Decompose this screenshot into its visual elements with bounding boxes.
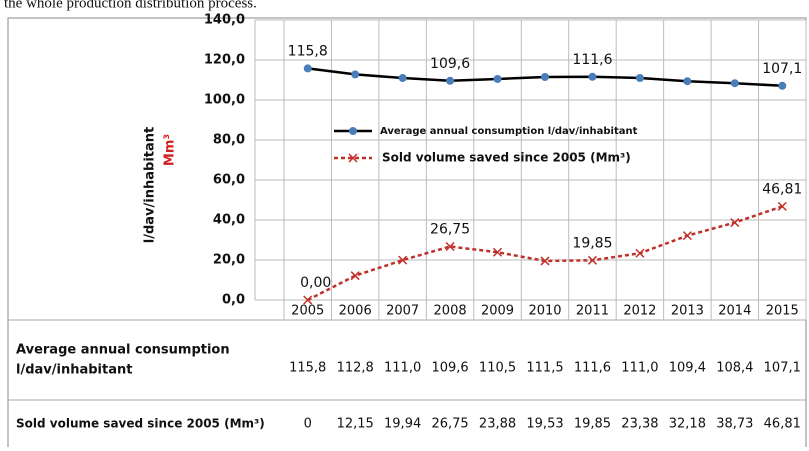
- table-cell: 32,18: [669, 417, 706, 432]
- row-label: l/dav/inhabitant: [16, 363, 132, 378]
- row-label: Average annual consumption: [16, 343, 230, 358]
- marker: [493, 247, 503, 257]
- table-cell: 109,6: [431, 361, 468, 376]
- y-tick-label: 100,0: [204, 93, 245, 108]
- table-cell: 19,85: [574, 417, 611, 432]
- y-tick-label: 140,0: [204, 13, 245, 28]
- data-label: 19,85: [572, 235, 612, 251]
- x-tick-label: 2013: [671, 304, 704, 319]
- legend-label: Sold volume saved since 2005 (Mm³): [382, 151, 631, 165]
- marker: [682, 231, 692, 241]
- caption: the whole production distribution proces…: [4, 0, 257, 11]
- marker: [635, 248, 645, 258]
- table-cell: 19,53: [526, 417, 563, 432]
- table-cell: 108,4: [716, 361, 753, 376]
- x-tick-label: 2015: [766, 304, 799, 319]
- y-axis-label-2: Mm³: [163, 134, 178, 166]
- table-cell: 19,94: [384, 417, 421, 432]
- table-cell: 109,4: [669, 361, 706, 376]
- y-axis-label: l/dav/inhabitant: [143, 127, 158, 243]
- data-label: 26,75: [430, 222, 470, 238]
- x-tick-label: 2009: [481, 304, 514, 319]
- marker: [635, 74, 644, 82]
- table-cell: 111,6: [574, 361, 611, 376]
- table-cell: 111,5: [526, 361, 563, 376]
- table-cell: 112,8: [337, 361, 374, 376]
- data-label: 115,8: [288, 43, 328, 59]
- marker: [730, 79, 739, 88]
- marker: [446, 76, 455, 85]
- marker: [303, 64, 312, 73]
- marker: [398, 255, 408, 265]
- table-cell: 111,0: [384, 361, 421, 376]
- x-tick-label: 2012: [623, 304, 656, 319]
- x-tick-label: 2010: [528, 304, 561, 319]
- data-label: 46,81: [762, 181, 802, 197]
- legend-label: Average annual consumption l/dav/inhabit…: [380, 126, 638, 137]
- table-cell: 26,75: [431, 417, 468, 432]
- table-cell: 23,88: [479, 417, 516, 432]
- marker: [587, 255, 597, 265]
- x-tick-label: 2011: [576, 304, 609, 319]
- legend-marker: [348, 153, 358, 163]
- table-cell: 23,38: [621, 417, 658, 432]
- legend-marker: [349, 127, 357, 135]
- marker: [493, 75, 502, 83]
- data-label: 107,1: [762, 61, 802, 77]
- table-cell: 46,81: [764, 417, 801, 432]
- marker: [398, 74, 407, 82]
- table-cell: 107,1: [764, 361, 801, 376]
- x-tick-label: 2006: [339, 304, 372, 319]
- x-tick-label: 2014: [718, 304, 751, 319]
- y-tick-label: 20,0: [213, 253, 245, 268]
- data-label: 111,6: [572, 52, 612, 68]
- row-label: Sold volume saved since 2005 (Mm³): [16, 417, 265, 431]
- marker: [350, 271, 360, 281]
- x-tick-label: 2005: [291, 304, 324, 319]
- data-label: 0,00: [300, 275, 331, 291]
- y-tick-label: 60,0: [213, 173, 245, 188]
- marker: [303, 295, 313, 305]
- marker: [730, 218, 740, 228]
- marker: [445, 241, 455, 252]
- marker: [778, 81, 787, 90]
- table-cell: 110,5: [479, 361, 516, 376]
- marker: [540, 256, 550, 266]
- marker: [588, 72, 597, 81]
- marker: [351, 70, 360, 79]
- x-tick-label: 2007: [386, 304, 419, 319]
- table-cell: 38,73: [716, 417, 753, 432]
- y-tick-label: 0,0: [222, 293, 245, 308]
- table-cell: 115,8: [289, 361, 326, 376]
- marker: [541, 73, 549, 81]
- marker: [683, 77, 692, 86]
- table-cell: 111,0: [621, 361, 658, 376]
- table-cell: 12,15: [337, 417, 374, 432]
- y-tick-label: 40,0: [213, 213, 245, 228]
- table-cell: 0: [304, 417, 312, 432]
- marker: [777, 201, 787, 211]
- y-tick-label: 80,0: [213, 133, 245, 148]
- x-tick-label: 2008: [434, 304, 467, 319]
- data-label: 109,6: [430, 56, 470, 72]
- y-tick-label: 120,0: [204, 53, 245, 68]
